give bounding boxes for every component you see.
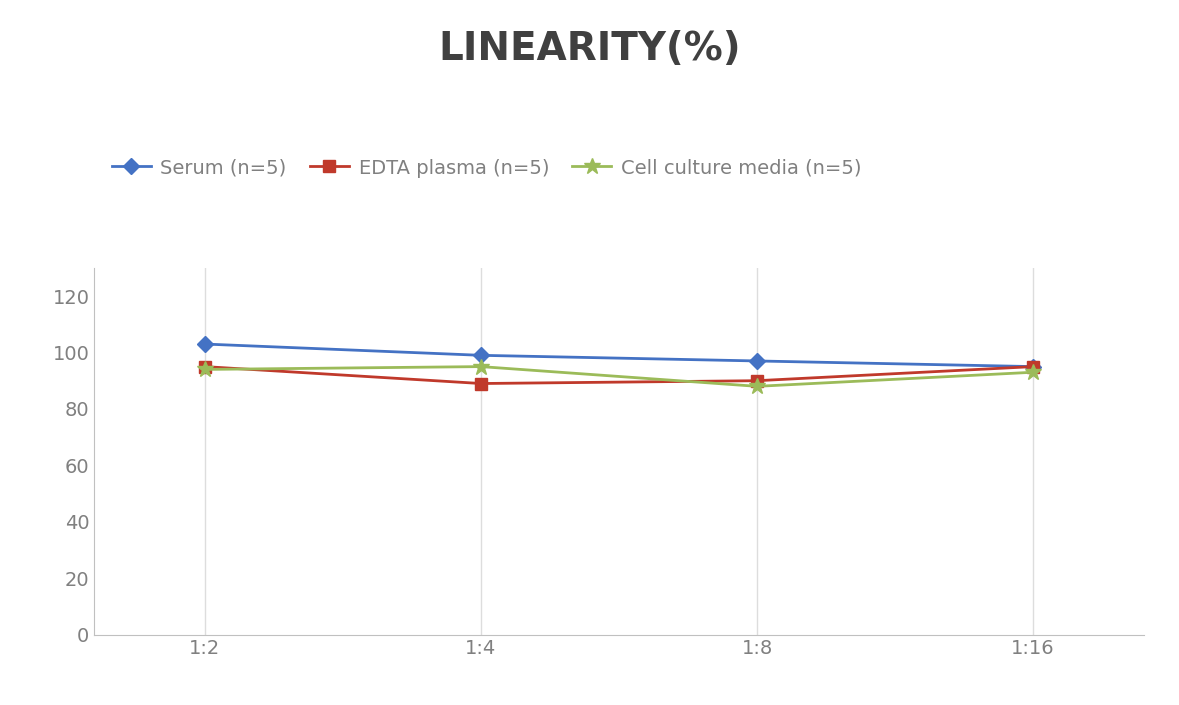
Text: LINEARITY(%): LINEARITY(%)	[439, 30, 740, 68]
Line: EDTA plasma (n=5): EDTA plasma (n=5)	[199, 361, 1039, 389]
Serum (n=5)	[1026, 362, 1040, 371]
Serum (n=5)	[198, 340, 212, 348]
Serum (n=5)	[750, 357, 764, 365]
EDTA plasma (n=5)	[750, 376, 764, 385]
EDTA plasma (n=5)	[1026, 362, 1040, 371]
EDTA plasma (n=5)	[198, 362, 212, 371]
Cell culture media (n=5)	[1026, 368, 1040, 376]
Legend: Serum (n=5), EDTA plasma (n=5), Cell culture media (n=5): Serum (n=5), EDTA plasma (n=5), Cell cul…	[104, 151, 869, 185]
Line: Cell culture media (n=5): Cell culture media (n=5)	[197, 358, 1041, 395]
Serum (n=5)	[474, 351, 488, 360]
Line: Serum (n=5): Serum (n=5)	[199, 338, 1039, 372]
Cell culture media (n=5)	[750, 382, 764, 391]
Cell culture media (n=5)	[198, 365, 212, 374]
EDTA plasma (n=5)	[474, 379, 488, 388]
Cell culture media (n=5)	[474, 362, 488, 371]
